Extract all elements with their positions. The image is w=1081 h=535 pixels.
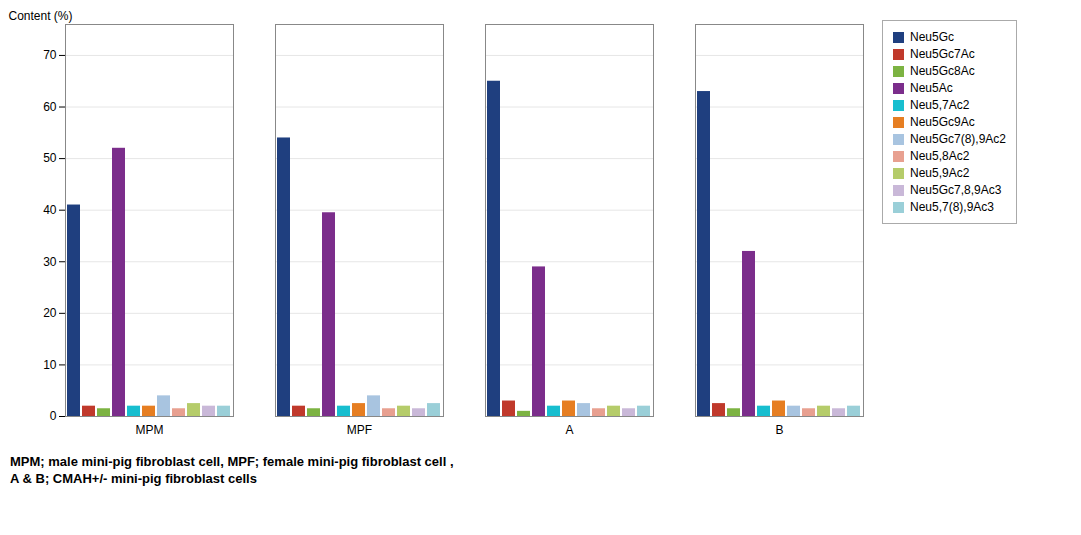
html-text:A & B; CMAH+/- mini-pig fibrob: A & B; CMAH+/- mini-pig fibroblast cells (10, 471, 257, 486)
html-text:Neu5,7(8),9Ac3: Neu5,7(8),9Ac3 (910, 200, 994, 214)
html-text:Neu5Gc8Ac: Neu5Gc8Ac (910, 64, 975, 78)
svg-text:MPM: MPM (136, 423, 164, 437)
html-text:Neu5Gc7Ac: Neu5Gc7Ac (910, 47, 975, 61)
svg-text:0: 0 (50, 409, 57, 423)
svg-text:A: A (565, 423, 573, 437)
svg-text:Content (%): Content (%) (9, 9, 73, 23)
svg-text:30: 30 (43, 255, 57, 269)
svg-text:40: 40 (43, 203, 57, 217)
svg-text:B: B (775, 423, 783, 437)
html-text:Neu5,8Ac2: Neu5,8Ac2 (910, 149, 970, 163)
html-text:Neu5Gc: Neu5Gc (910, 30, 954, 44)
html-text:Neu5Gc9Ac: Neu5Gc9Ac (910, 115, 975, 129)
svg-text:20: 20 (43, 306, 57, 320)
html-text:Neu5Ac: Neu5Ac (910, 81, 953, 95)
html-text:Neu5Gc7,8,9Ac3: Neu5Gc7,8,9Ac3 (910, 183, 1002, 197)
html-text:Neu5,7Ac2: Neu5,7Ac2 (910, 98, 970, 112)
html-text:MPM; male mini-pig fibroblast: MPM; male mini-pig fibroblast cell, MPF;… (10, 454, 454, 469)
html-text:Neu5Gc7(8),9Ac2: Neu5Gc7(8),9Ac2 (910, 132, 1006, 146)
svg-text:50: 50 (43, 151, 57, 165)
svg-text:MPF: MPF (347, 423, 372, 437)
svg-text:10: 10 (43, 358, 57, 372)
html-text:Neu5,9Ac2: Neu5,9Ac2 (910, 166, 970, 180)
svg-text:70: 70 (43, 48, 57, 62)
svg-text:60: 60 (43, 100, 57, 114)
